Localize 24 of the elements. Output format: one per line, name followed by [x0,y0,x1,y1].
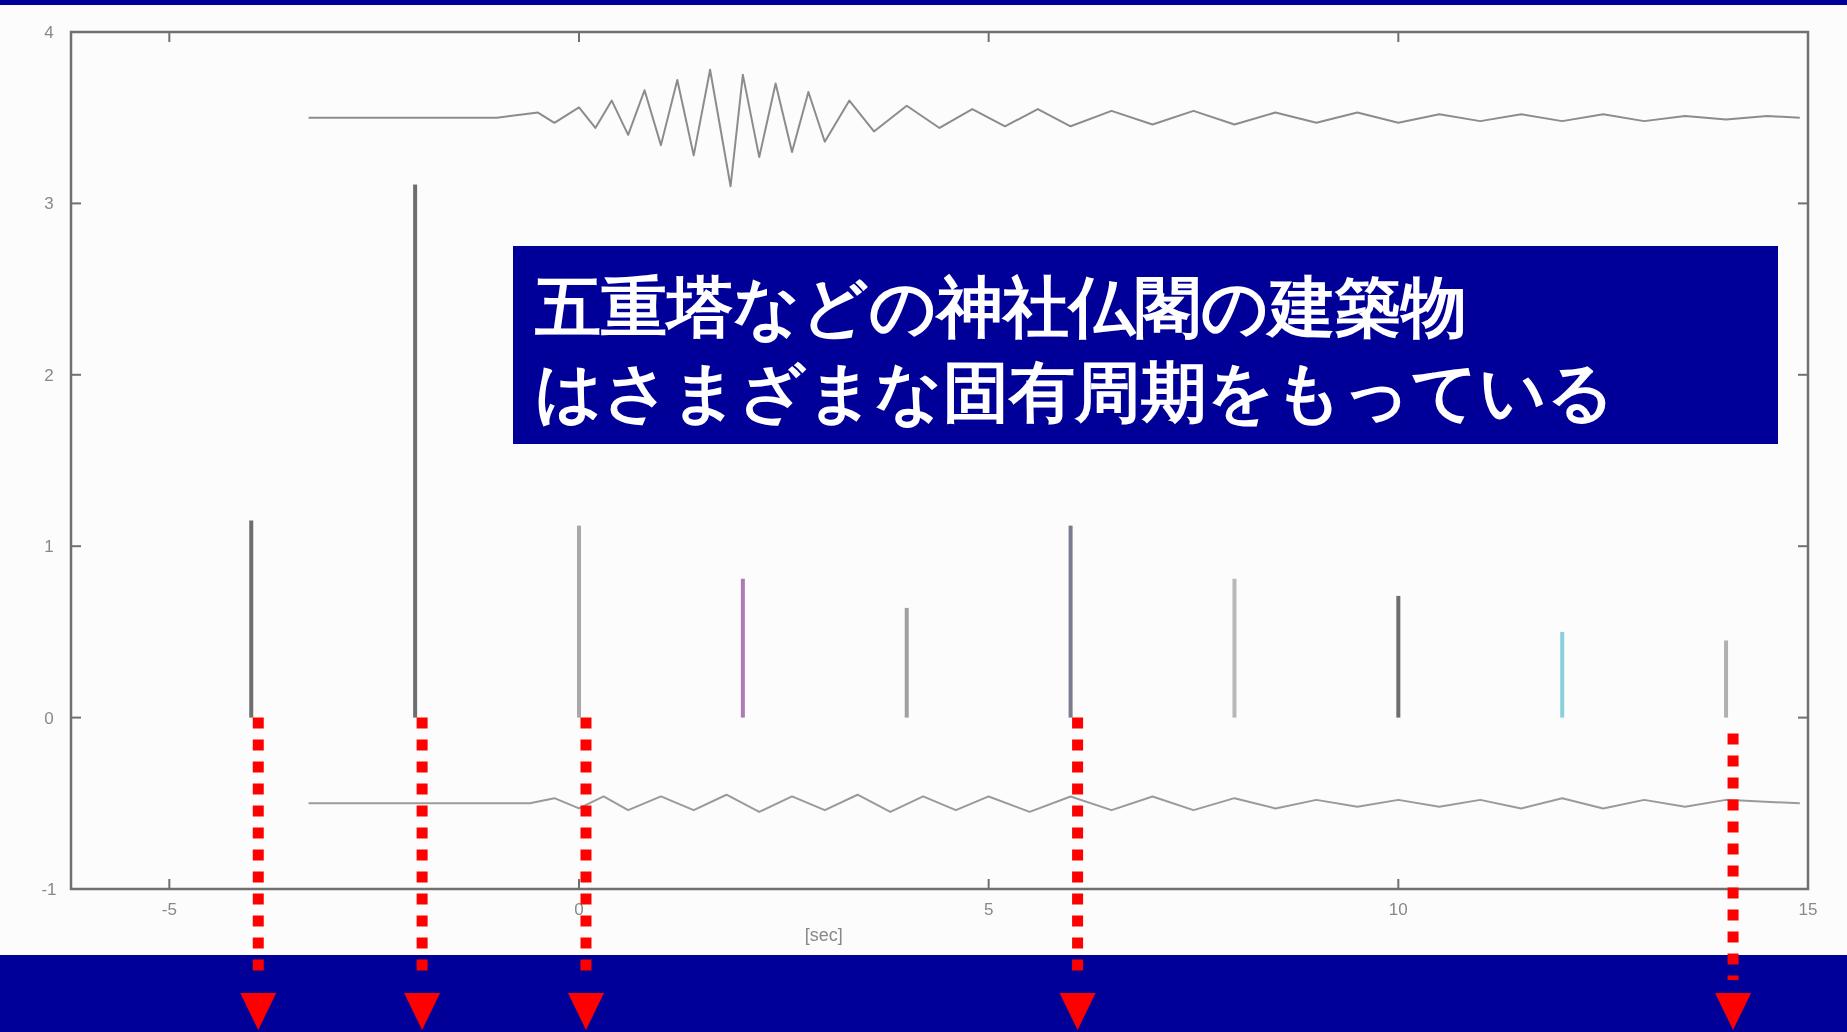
bar [1724,640,1729,718]
bar [1068,525,1073,718]
x-tick-label: 10 [1388,900,1408,919]
bar [1396,595,1401,718]
y-tick-label: 4 [44,23,54,42]
bar [413,184,418,718]
annotation: 五重塔などの神社仏閣の建築物 [535,270,1467,344]
y-tick-label: 3 [44,194,54,214]
x-tick-label: 15 [1798,900,1818,919]
y-tick-label: 1 [44,537,54,557]
bar [740,578,745,718]
y-tick-label: -1 [41,880,57,899]
x-tick-label: -5 [161,900,177,919]
y-tick-label: 2 [44,365,54,385]
bar [249,520,254,718]
bar [904,607,909,718]
y-tick-label: 0 [44,708,54,728]
bar [1232,578,1237,718]
annotation: はさまざまな固有周期をもっている [535,355,1615,429]
bar [576,525,581,718]
x-tick-label: 0 [574,900,584,919]
bar [1560,631,1565,718]
x-tick-label: 5 [983,900,994,919]
x-axis-title: [sec] [804,925,843,945]
